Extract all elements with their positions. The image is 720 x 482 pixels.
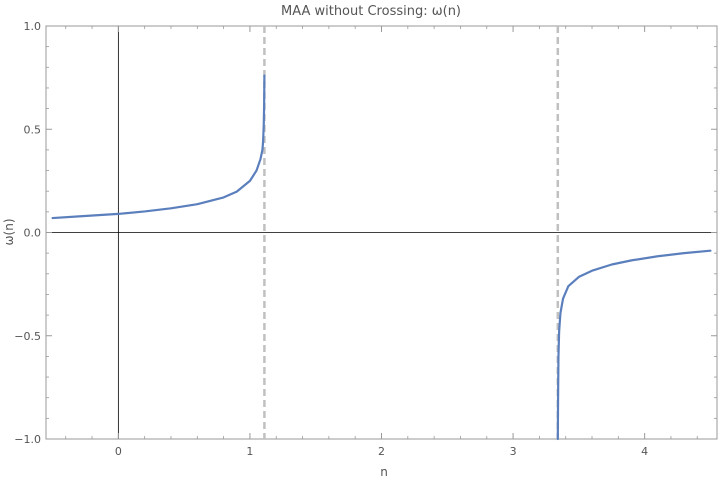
series-line-branch-2 [556, 249, 712, 441]
y-tick-label: −1.0 [14, 433, 41, 446]
y-tick-label: −0.5 [14, 330, 41, 343]
x-tick-label: 0 [115, 445, 122, 458]
chart-title: MAA without Crossing: ω(n) [281, 4, 461, 19]
y-tick-label: 0.5 [24, 123, 42, 136]
axes [46, 26, 717, 439]
x-tick-label: 1 [246, 445, 253, 458]
series-lines [51, 74, 712, 441]
y-tick-label: 1.0 [24, 20, 42, 33]
y-axis-label: ω(n) [2, 218, 16, 245]
x-axis-label: n [380, 465, 388, 479]
x-tick-label: 4 [641, 445, 648, 458]
x-tick-label: 3 [510, 445, 517, 458]
x-tick-label: 2 [378, 445, 385, 458]
series-line-branch-1 [51, 74, 266, 220]
ticks: 0 1 2 3 4 −1.0 −0.5 0.0 0.5 1.0 [14, 20, 717, 458]
y-tick-label: 0.0 [24, 227, 42, 240]
